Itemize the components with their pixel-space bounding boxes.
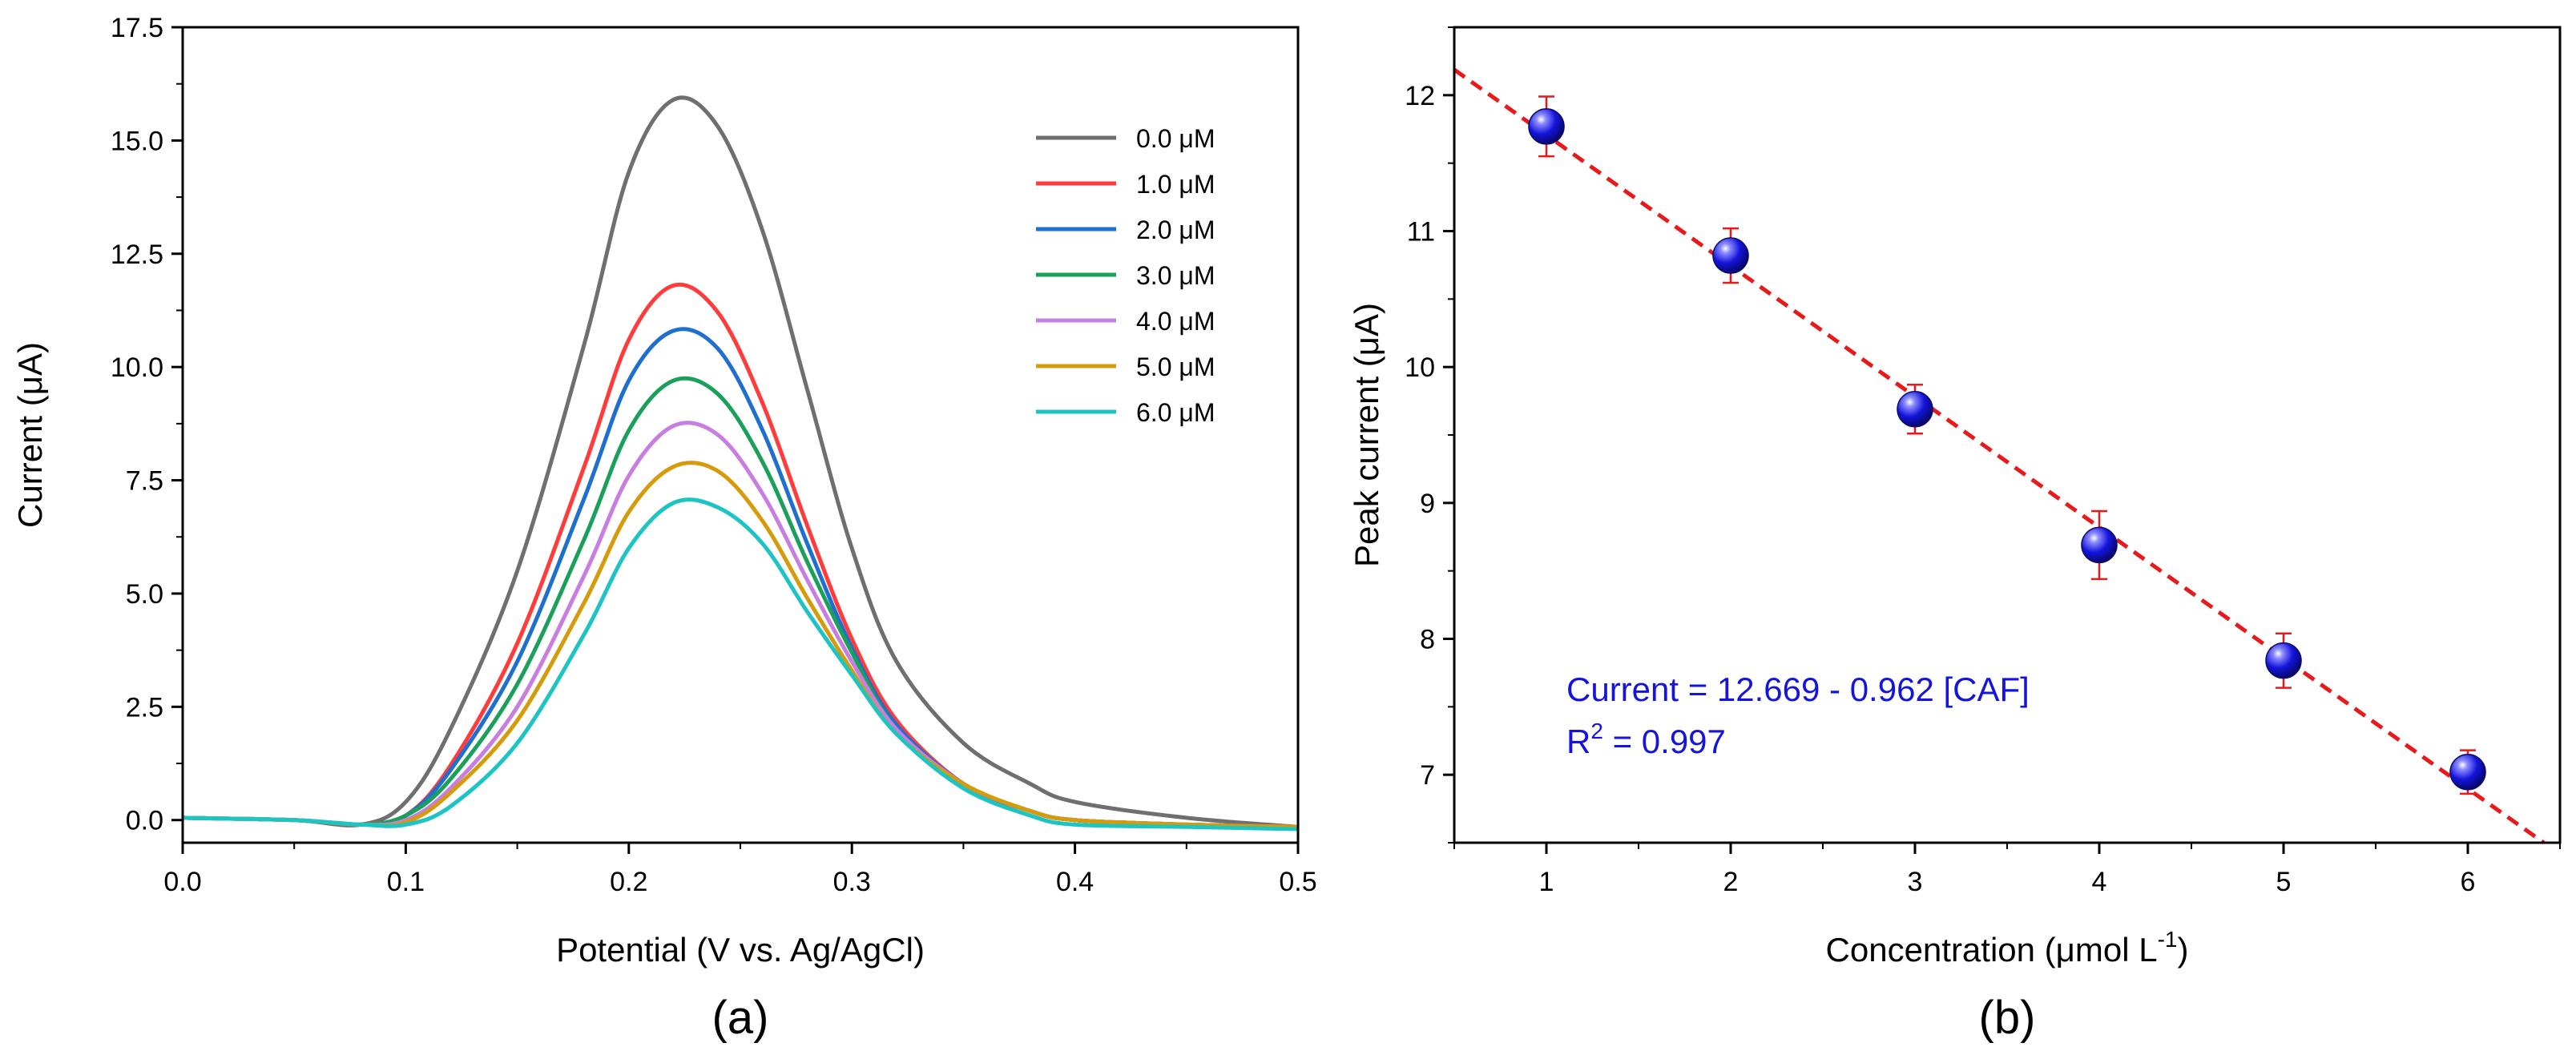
data-point-3 — [2081, 526, 2118, 564]
b-x-tick-label-2: 3 — [1908, 867, 1923, 897]
b-y-tick-label-1: 8 — [1420, 625, 1435, 655]
series-line-4 — [182, 421, 1299, 829]
panel-a-chart: 0.0 0.1 0.2 0.3 0.4 0.5 0.0 2.5 5.0 7.5 10.0 12.5 15… — [11, 13, 1317, 1044]
panel-b-equation: Current = 12.669 - 0.962 [CAF] — [1566, 670, 2030, 708]
panel-a-ticks: 0.0 0.1 0.2 0.3 0.4 0.5 0.0 2.5 5.0 7.5 10.0 12.5 15… — [111, 13, 1317, 897]
r-squared-value: = 0.997 — [1603, 723, 1726, 760]
linear-fit-line — [1453, 67, 2546, 845]
series-line-2 — [182, 327, 1299, 829]
x-axis-label-superscript: -1 — [2158, 927, 2178, 952]
legend-entry-4: 4.0 μM — [1136, 307, 1215, 336]
x-tick-label-3: 0.3 — [833, 867, 871, 897]
b-x-tick-label-5: 6 — [2461, 867, 2476, 897]
x-tick-label-0: 0.0 — [163, 867, 201, 897]
r-squared-symbol: R — [1566, 723, 1590, 760]
legend-entry-3: 3.0 μM — [1136, 261, 1215, 290]
series-line-1 — [182, 282, 1299, 829]
y-tick-label-4: 10.0 — [111, 352, 163, 383]
data-point-4 — [2265, 642, 2302, 679]
x-tick-label-4: 0.4 — [1056, 867, 1094, 897]
x-tick-label-1: 0.1 — [387, 867, 425, 897]
series-line-3 — [182, 376, 1299, 829]
legend-entry-6: 6.0 μM — [1136, 398, 1215, 427]
x-axis-label-end: ) — [2177, 931, 2188, 968]
b-x-tick-label-4: 5 — [2276, 867, 2292, 897]
b-y-tick-label-3: 10 — [1405, 352, 1435, 383]
panel-a-x-axis-label: Potential (V vs. Ag/AgCl) — [556, 931, 925, 968]
r-squared-superscript: 2 — [1590, 719, 1603, 743]
y-tick-label-3: 7.5 — [126, 466, 163, 497]
b-y-tick-label-2: 9 — [1420, 489, 1435, 519]
b-y-tick-label-4: 11 — [1407, 217, 1435, 248]
b-y-tick-label-0: 7 — [1420, 760, 1435, 791]
panel-b-r-squared: R2 = 0.997 — [1566, 719, 1726, 760]
y-tick-label-2: 5.0 — [126, 579, 163, 610]
panel-a-label: (a) — [712, 992, 769, 1044]
panel-b-label: (b) — [1979, 992, 2036, 1044]
data-point-2 — [1897, 391, 1933, 428]
data-point-1 — [1712, 237, 1749, 274]
series-line-6 — [182, 497, 1299, 832]
panel-b-x-axis-label: Concentration (μmol L-1) — [1826, 927, 2189, 968]
y-tick-label-5: 12.5 — [111, 240, 163, 270]
y-tick-label-6: 15.0 — [111, 126, 163, 156]
panel-a-series-group — [182, 95, 1299, 832]
x-axis-label-main: Concentration (μmol L — [1826, 931, 2158, 968]
panel-a-plot-frame — [181, 26, 1300, 844]
legend-entry-5: 5.0 μM — [1136, 352, 1215, 381]
panel-b-fit-group — [1453, 67, 2546, 845]
legend-entry-2: 2.0 μM — [1136, 215, 1215, 244]
panel-a-legend: 0.0 μM 1.0 μM 2.0 μM 3.0 μM 4.0 μM 5.0 μM 6.0 … — [1036, 124, 1215, 427]
panel-b-y-axis-label: Peak current (μA) — [1348, 303, 1385, 567]
x-tick-label-5: 0.5 — [1279, 867, 1316, 897]
legend-entry-0: 0.0 μM — [1136, 124, 1215, 153]
b-x-tick-label-1: 2 — [1723, 867, 1739, 897]
panel-a-y-axis-label: Current (μA) — [11, 342, 49, 528]
x-tick-label-2: 0.2 — [610, 867, 647, 897]
b-x-tick-label-0: 1 — [1539, 867, 1554, 897]
panel-b-plot-frame — [1453, 26, 2562, 844]
y-tick-label-1: 2.5 — [126, 692, 163, 723]
data-point-5 — [2449, 754, 2486, 791]
data-point-0 — [1528, 108, 1565, 145]
y-tick-label-7: 17.5 — [111, 13, 163, 43]
b-y-tick-label-5: 12 — [1405, 81, 1435, 111]
series-line-5 — [182, 461, 1299, 829]
legend-entry-1: 1.0 μM — [1136, 170, 1215, 199]
series-line-0 — [182, 95, 1299, 829]
y-tick-label-0: 0.0 — [126, 806, 163, 836]
b-x-tick-label-3: 4 — [2092, 867, 2107, 897]
panel-b-points-group — [1528, 95, 2486, 795]
